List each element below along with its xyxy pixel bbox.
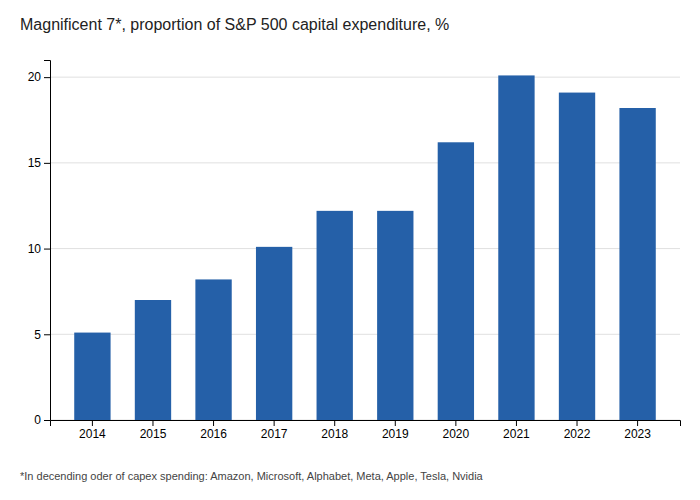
x-tick: 2022 — [564, 420, 591, 441]
x-axis: 2014 2015 2016 2017 2018 2019 2020 2021 2022 2023 — [51, 420, 681, 441]
bar — [195, 279, 231, 420]
x-tick-mark — [152, 420, 153, 426]
x-tick-label: 2015 — [140, 427, 167, 441]
y-tick-label: 10 — [28, 242, 42, 256]
x-tick-label: 2014 — [79, 427, 106, 441]
x-tick-label: 2018 — [321, 427, 348, 441]
x-tick-label: 2019 — [382, 427, 409, 441]
y-tick: 0 — [34, 413, 50, 427]
y-tick: 5 — [34, 328, 50, 342]
x-tick: 2016 — [200, 420, 227, 441]
x-tick: 2019 — [382, 420, 409, 441]
y-tick-label: 0 — [34, 413, 41, 427]
x-tick-label: 2017 — [261, 427, 288, 441]
chart-container: 2014201520162017201820192020202120222023… — [0, 0, 700, 500]
title: Magnificent 7*, proportion of S&P 500 ca… — [20, 16, 449, 33]
x-tick-label: 2023 — [624, 427, 651, 441]
x-tick-mark — [92, 420, 93, 426]
y-tick-mark — [44, 77, 50, 78]
y-tick: 20 — [28, 70, 50, 84]
x-tick: 2020 — [443, 420, 470, 441]
bar — [559, 93, 595, 420]
x-tick-mark — [577, 420, 578, 426]
x-tick: 2017 — [261, 420, 288, 441]
x-tick-mark — [637, 420, 638, 426]
x-tick: 2021 — [503, 420, 530, 441]
axis-domain — [51, 421, 681, 427]
bar — [74, 333, 110, 420]
x-tick: 2015 — [140, 420, 167, 441]
bar — [135, 300, 171, 420]
bar — [438, 142, 474, 420]
y-tick-label: 15 — [28, 156, 42, 170]
x-tick-mark — [274, 420, 275, 426]
x-tick-label: 2021 — [503, 427, 530, 441]
bar — [498, 75, 534, 420]
grid — [50, 77, 680, 420]
y-axis: 0 5 10 15 20 — [28, 61, 51, 428]
y-tick-label: 20 — [28, 70, 42, 84]
y-tick-mark — [44, 420, 50, 421]
grid-line — [50, 77, 680, 78]
footnote: *In decending oder of capex spending: Am… — [20, 470, 484, 482]
y-tick-label: 5 — [34, 328, 41, 342]
x-tick: 2023 — [624, 420, 651, 441]
bar — [256, 247, 292, 420]
x-tick-mark — [455, 420, 456, 426]
axis-domain — [44, 61, 51, 421]
y-tick-mark — [44, 334, 50, 335]
plot-area: 2014201520162017201820192020202120222023… — [28, 61, 681, 441]
x-tick-mark — [516, 420, 517, 426]
bar — [619, 108, 655, 420]
bar — [377, 211, 413, 420]
bar — [317, 211, 353, 420]
x-tick-label: 2022 — [564, 427, 591, 441]
y-tick: 10 — [28, 242, 50, 256]
y-tick: 15 — [28, 156, 50, 170]
x-tick-label: 2020 — [443, 427, 470, 441]
x-tick: 2018 — [321, 420, 348, 441]
x-tick-mark — [395, 420, 396, 426]
bars — [74, 75, 656, 420]
chart-svg: 2014201520162017201820192020202120222023… — [0, 0, 700, 500]
x-tick-mark — [334, 420, 335, 426]
x-tick-mark — [213, 420, 214, 426]
y-tick-mark — [44, 249, 50, 250]
x-tick: 2014 — [79, 420, 106, 441]
y-tick-mark — [44, 163, 50, 164]
x-tick-label: 2016 — [200, 427, 227, 441]
